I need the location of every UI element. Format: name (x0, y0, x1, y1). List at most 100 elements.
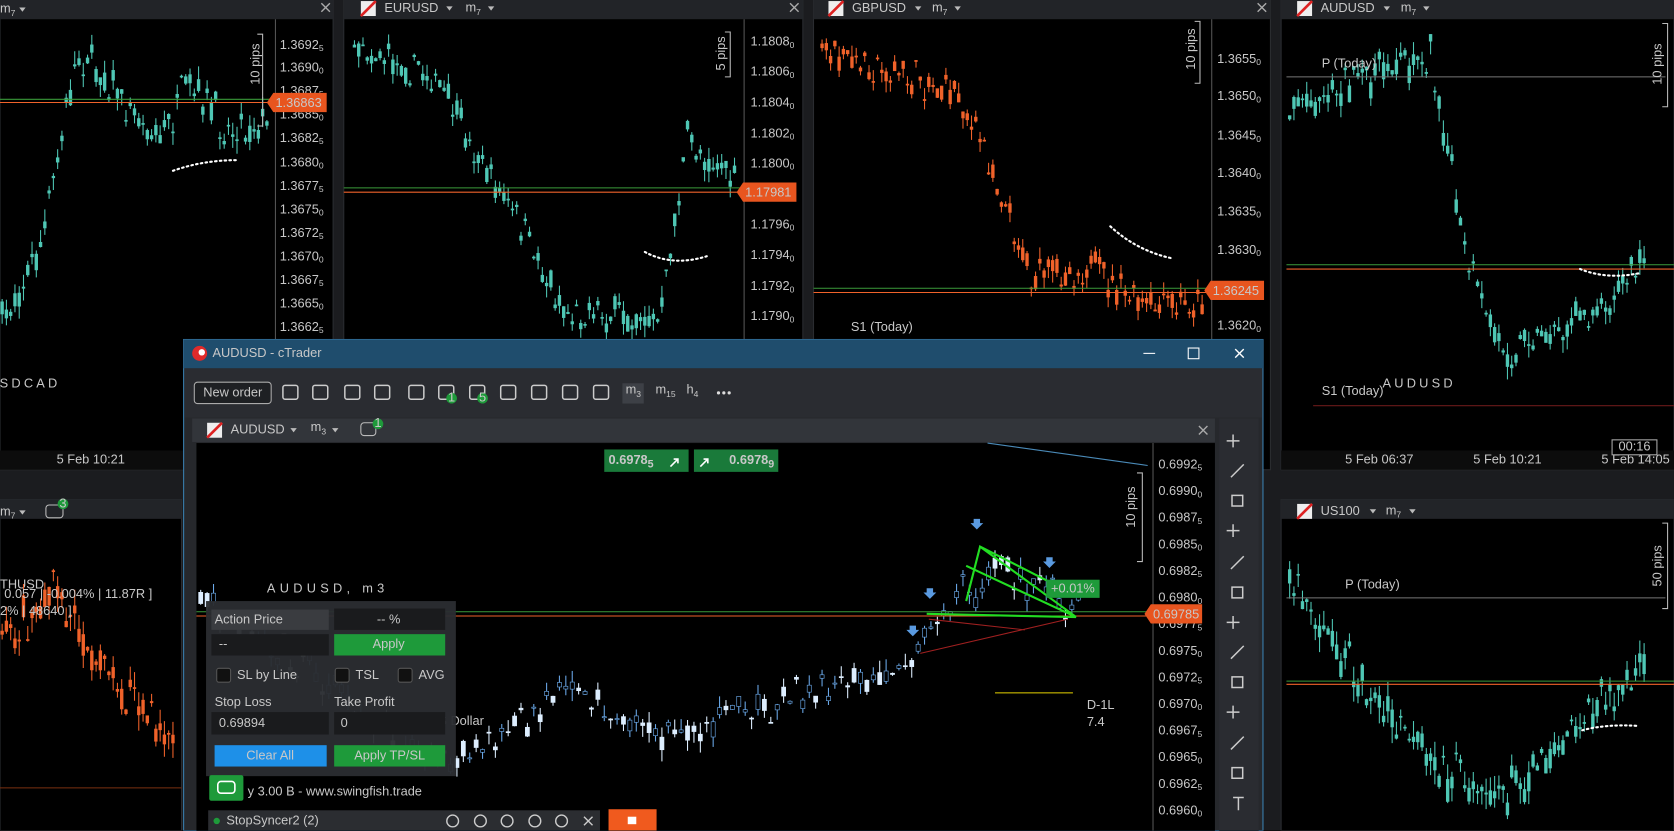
candle-body (1599, 298, 1604, 304)
candle-body (222, 141, 226, 145)
apply-tpsl-button[interactable] (334, 745, 446, 767)
candle-body (1157, 304, 1162, 313)
more-dot[interactable] (716, 391, 721, 395)
candle-body (519, 235, 523, 241)
sl-input[interactable] (211, 712, 329, 735)
close-button[interactable] (320, 2, 331, 13)
candle-body (863, 52, 867, 57)
stop-glyph (627, 816, 637, 825)
checkbox[interactable] (334, 667, 350, 683)
toolbar-icon[interactable] (282, 384, 299, 401)
tool-icon[interactable] (1231, 766, 1244, 780)
tool-icon[interactable] (1230, 645, 1245, 660)
buy-button[interactable] (693, 449, 779, 472)
checkbox[interactable] (216, 667, 232, 683)
more-dot[interactable] (722, 391, 726, 395)
new-order-button[interactable] (193, 381, 272, 405)
tool-icon[interactable] (1230, 555, 1245, 570)
bot-bar-icon[interactable] (473, 814, 487, 828)
checkbox[interactable] (397, 667, 413, 683)
toolbar-icon[interactable] (530, 384, 548, 401)
candle-body (171, 131, 175, 134)
candle-body (965, 113, 969, 121)
toolbar-icon[interactable] (344, 384, 361, 401)
tool-icon[interactable] (1230, 736, 1245, 750)
candle-body (1518, 335, 1522, 339)
close-button[interactable] (1234, 348, 1245, 359)
tool-icon[interactable] (1226, 524, 1240, 538)
bot-icon (45, 504, 64, 519)
tool-icon[interactable] (1226, 616, 1240, 629)
pip-bracket (1136, 472, 1143, 563)
close-button[interactable] (1257, 2, 1267, 13)
close-button[interactable] (1198, 425, 1208, 436)
candle-body (34, 606, 38, 613)
candle-body (1174, 312, 1179, 315)
tool-icon[interactable] (1231, 494, 1244, 507)
dotted-indicator (1578, 267, 1640, 277)
price-text: 0.69875 (1158, 510, 1202, 526)
candle-body (589, 707, 594, 710)
tool-icon[interactable] (1226, 434, 1240, 448)
change-badge (1046, 579, 1100, 598)
price-main: 0.6985 (1158, 537, 1197, 552)
close-button[interactable] (789, 2, 800, 13)
tf-unit: m (1401, 0, 1412, 15)
percent-input[interactable] (334, 608, 446, 630)
price-main: 1.3672 (280, 225, 319, 240)
toolbar-icon[interactable] (592, 384, 610, 401)
bot-button[interactable] (209, 775, 244, 801)
toolbar-icon[interactable] (373, 384, 391, 401)
sell-button[interactable] (604, 449, 689, 472)
clear-button[interactable] (214, 745, 327, 767)
candle-body (1093, 251, 1098, 263)
toolbar-icon[interactable] (561, 384, 579, 401)
candle-body (532, 256, 536, 259)
candle-body (1080, 282, 1085, 285)
maximize-button[interactable] (1187, 347, 1200, 360)
toolbar-icon[interactable] (408, 384, 425, 401)
bot-bar-icon[interactable] (554, 814, 569, 828)
tool-icon[interactable] (1230, 463, 1245, 478)
candles (820, 38, 1204, 327)
toolbar-icon[interactable] (468, 384, 486, 401)
candle-body (1003, 204, 1008, 207)
price-main: 1.1790 (751, 308, 790, 323)
candle-body (115, 88, 120, 99)
price-input[interactable] (211, 634, 329, 656)
tp-input[interactable] (334, 712, 446, 735)
badge-text: 5 (479, 390, 486, 405)
candle-body (922, 627, 927, 638)
tool-icon[interactable] (1226, 705, 1240, 719)
apply-button[interactable] (334, 634, 446, 656)
candle-body (1183, 300, 1187, 305)
pip-scale: 5 pips (713, 36, 728, 70)
candle-body (102, 655, 107, 659)
candle-body (600, 317, 604, 319)
close-button[interactable] (583, 816, 594, 826)
candle-body (927, 76, 931, 87)
toolbar-icon[interactable] (499, 384, 517, 401)
bot-bar-icon[interactable] (446, 814, 460, 828)
candle-body (1450, 776, 1454, 789)
candle-body (1612, 706, 1616, 712)
dropdown-arrow (954, 6, 961, 11)
candle-body (1582, 722, 1587, 724)
candle-body (1603, 307, 1608, 312)
checkbox-label: SL by Line (237, 667, 297, 682)
price-main: 1.3630 (1217, 242, 1256, 257)
bot-bar-icon[interactable] (528, 814, 542, 828)
bot-bar-icon[interactable] (500, 814, 514, 828)
toolbar-icon[interactable] (438, 384, 455, 401)
tool-icon[interactable] (1233, 796, 1244, 811)
tool-icon[interactable] (1231, 676, 1244, 689)
candle-body (608, 316, 613, 322)
price-sub: 0 (1197, 809, 1202, 819)
candle-body (26, 264, 30, 276)
signal-arrow (1043, 557, 1056, 568)
tool-icon[interactable] (1231, 586, 1244, 599)
candle-body (175, 94, 179, 98)
candle-body (583, 324, 587, 326)
toolbar-icon[interactable] (312, 384, 329, 401)
more-dot[interactable] (727, 391, 731, 395)
